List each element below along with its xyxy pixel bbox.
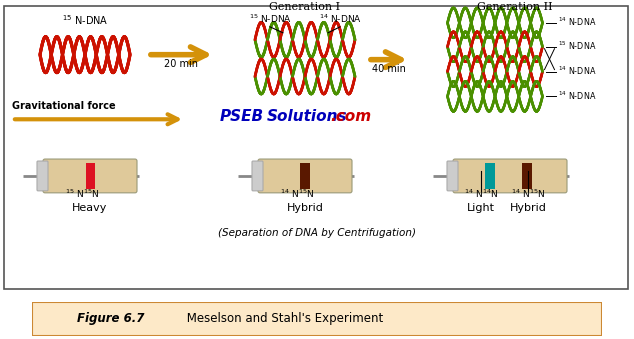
Text: Gravitational force: Gravitational force <box>12 101 115 111</box>
Text: $^{14}$ N-DNA: $^{14}$ N-DNA <box>557 89 596 102</box>
Text: $^{15}$ N-DNA: $^{15}$ N-DNA <box>557 40 596 52</box>
Text: PSEB: PSEB <box>220 109 264 124</box>
FancyBboxPatch shape <box>43 159 137 193</box>
Bar <box>300 163 310 189</box>
FancyBboxPatch shape <box>32 302 602 336</box>
Text: Light: Light <box>467 203 495 213</box>
Text: $^{14}$ N$^{14}$N: $^{14}$ N$^{14}$N <box>464 187 498 200</box>
Text: 40 min: 40 min <box>372 64 406 74</box>
Text: Figure 6.7: Figure 6.7 <box>77 312 145 325</box>
FancyBboxPatch shape <box>258 159 352 193</box>
Text: Generation I: Generation I <box>269 2 340 12</box>
Text: .com: .com <box>330 109 371 124</box>
Text: $^{14}$ N$^{15}$N: $^{14}$ N$^{15}$N <box>511 187 545 200</box>
Text: 20 min: 20 min <box>164 59 198 68</box>
Text: Solutions: Solutions <box>267 109 347 124</box>
Text: (Separation of DNA by Centrifugation): (Separation of DNA by Centrifugation) <box>218 227 416 238</box>
Text: $^{14}$ N-DNA: $^{14}$ N-DNA <box>318 13 361 25</box>
Text: $^{14}$ N$^{15}$N: $^{14}$ N$^{15}$N <box>280 187 314 200</box>
Text: Heavy: Heavy <box>72 203 108 213</box>
Text: Generation II: Generation II <box>477 2 553 12</box>
FancyBboxPatch shape <box>252 161 263 191</box>
Text: $^{14}$ N-DNA: $^{14}$ N-DNA <box>557 16 596 28</box>
Text: Meselson and Stahl's Experiment: Meselson and Stahl's Experiment <box>183 312 383 325</box>
Text: $^{14}$ N-DNA: $^{14}$ N-DNA <box>557 64 596 77</box>
Bar <box>522 163 531 189</box>
Text: $^{15}$ N-DNA: $^{15}$ N-DNA <box>249 13 292 25</box>
Text: $^{15}$ N$^{15}$N: $^{15}$ N$^{15}$N <box>65 187 99 200</box>
Bar <box>86 163 94 189</box>
Text: Hybrid: Hybrid <box>287 203 323 213</box>
Bar <box>485 163 495 189</box>
Text: Hybrid: Hybrid <box>510 203 547 213</box>
FancyBboxPatch shape <box>37 161 48 191</box>
Text: $^{15}$ N-DNA: $^{15}$ N-DNA <box>61 13 108 27</box>
FancyBboxPatch shape <box>447 161 458 191</box>
FancyBboxPatch shape <box>453 159 567 193</box>
